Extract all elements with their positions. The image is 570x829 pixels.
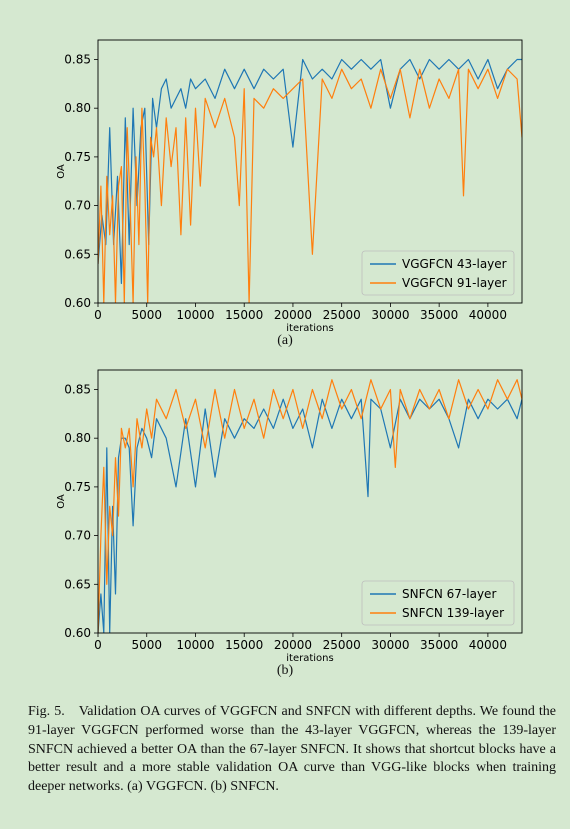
x-tick-label: 30000 (371, 638, 409, 652)
x-tick-label: 40000 (469, 638, 507, 652)
x-tick-label: 20000 (274, 638, 312, 652)
legend-box (361, 250, 515, 296)
subfigure-label-b: (b) (276, 663, 294, 678)
legend-label-2: SNFCN 139-layer (402, 606, 504, 620)
legend-label-1: SNFCN 67-layer (402, 587, 496, 601)
y-tick-label: 0.60 (64, 626, 91, 640)
legend: SNFCN 67-layer SNFCN 139-layer (361, 580, 515, 626)
subfigure-label-a: (a) (277, 333, 293, 348)
figure-caption-text: Validation OA curves of VGGFCN and SNFCN… (28, 704, 556, 795)
x-tick-label: 35000 (420, 638, 458, 652)
figure-caption: Fig. 5. Validation OA curves of VGGFCN an… (28, 703, 556, 797)
series-line-1 (98, 398, 522, 633)
x-tick-label: 30000 (371, 308, 409, 322)
y-tick-label: 0.60 (64, 296, 91, 310)
x-tick-label: 15000 (225, 638, 263, 652)
y-tick-label: 0.85 (64, 52, 91, 66)
x-tick-label: 5000 (131, 638, 162, 652)
legend-box (361, 580, 515, 626)
figure-label: Fig. 5. (28, 704, 65, 719)
legend-label-2: VGGFCN 91-layer (402, 276, 507, 290)
x-tick-label: 40000 (469, 308, 507, 322)
y-tick-label: 0.65 (64, 577, 91, 591)
x-tick-label: 25000 (323, 308, 361, 322)
chart-a: 0 5000 10000 15000 20000 25000 30000 35000 40000… (56, 39, 523, 332)
plot-frame (97, 369, 523, 634)
legend: VGGFCN 43-layer VGGFCN 91-layer (361, 250, 515, 296)
y-tick-label: 0.85 (64, 382, 91, 396)
y-tick-label: 0.75 (64, 150, 91, 164)
x-axis-label: iterations (286, 653, 333, 662)
plot-frame (97, 39, 523, 304)
y-tick-label: 0.70 (64, 199, 91, 213)
x-axis-label: iterations (286, 323, 333, 332)
y-tick-label: 0.80 (64, 431, 91, 445)
legend-label-1: VGGFCN 43-layer (402, 257, 507, 271)
y-tick-label: 0.70 (64, 529, 91, 543)
x-tick-label: 5000 (131, 308, 162, 322)
series-line-2 (98, 68, 522, 303)
y-tick-label: 0.80 (64, 101, 91, 115)
x-tick-label: 25000 (323, 638, 361, 652)
x-tick-label: 0 (94, 638, 102, 652)
x-tick-label: 35000 (420, 308, 458, 322)
y-tick-label: 0.75 (64, 480, 91, 494)
series-line-2 (98, 379, 522, 633)
y-axis-label: OA (56, 164, 67, 179)
x-tick-label: 10000 (176, 308, 214, 322)
y-tick-label: 0.65 (64, 247, 91, 261)
x-tick-label: 20000 (274, 308, 312, 322)
x-tick-label: 15000 (225, 308, 263, 322)
series-line-1 (98, 58, 522, 285)
chart-b: 0 5000 10000 15000 20000 25000 30000 35000 40000… (56, 369, 523, 662)
x-tick-label: 10000 (176, 638, 214, 652)
y-axis-label: OA (56, 494, 67, 509)
x-tick-label: 0 (94, 308, 102, 322)
